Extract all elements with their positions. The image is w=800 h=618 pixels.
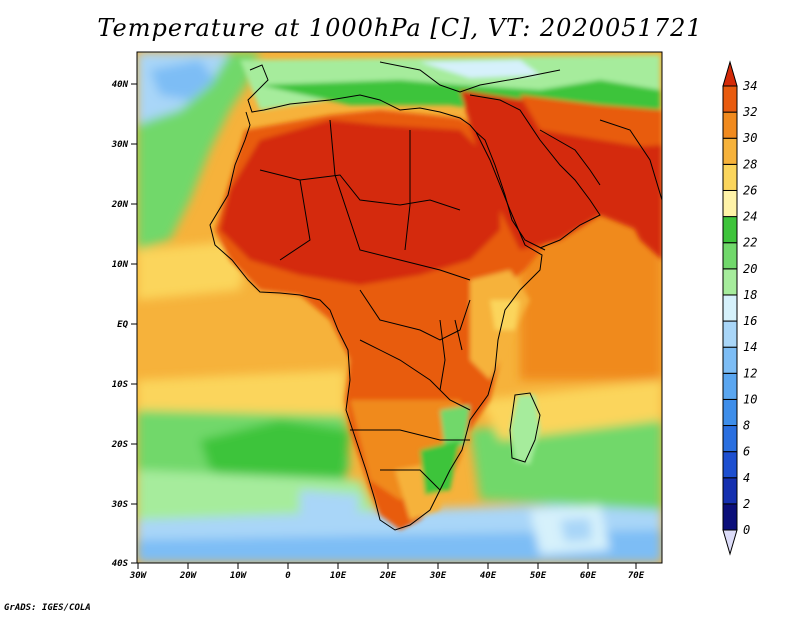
- colorbar-label: 34: [742, 79, 757, 93]
- colorbar-label: 28: [743, 157, 757, 171]
- temperature-field: [137, 52, 662, 563]
- colorbar-label: 4: [743, 471, 750, 485]
- map-frame: [136, 51, 663, 564]
- colorbar-label: 20: [743, 262, 757, 276]
- colorbar-swatch: [722, 372, 738, 400]
- lat-label: 20N: [111, 200, 129, 210]
- colorbar-label: 30: [742, 131, 757, 145]
- lon-label: 10E: [330, 571, 347, 581]
- colorbar-label: 14: [743, 340, 757, 354]
- colorbar-swatch: [722, 163, 738, 191]
- lat-label: 30S: [111, 500, 129, 510]
- colorbar-swatch: [722, 477, 738, 505]
- colorbar-label: 12: [743, 366, 757, 380]
- colorbar-label: 0: [743, 523, 750, 537]
- colorbar-label: 18: [743, 288, 757, 302]
- colorbar-swatch: [722, 425, 738, 453]
- colorbar-swatch: [722, 111, 738, 139]
- lat-label: 30N: [111, 140, 129, 150]
- colorbar-label: 32: [742, 105, 757, 119]
- colorbar-label: 8: [743, 419, 750, 433]
- lat-label: 10N: [112, 260, 129, 270]
- colorbar-label: 6: [743, 445, 750, 459]
- lon-label: 50E: [530, 571, 547, 581]
- lon-label: 30W: [129, 571, 148, 581]
- colorbar-label: 24: [743, 210, 757, 224]
- lon-label: 70E: [628, 571, 645, 581]
- colorbar-swatch: [722, 189, 738, 218]
- lat-label: 40N: [112, 80, 129, 90]
- colorbar-swatch: [722, 398, 738, 427]
- lon-label: 60E: [580, 571, 597, 581]
- lon-label: 40E: [480, 571, 497, 581]
- colorbar-swatch: [722, 137, 738, 165]
- colorbar-label: 26: [743, 183, 757, 197]
- colorbar-label: 16: [743, 314, 757, 328]
- colorbar-label: 22: [743, 236, 757, 250]
- coastline-boundaries: [209, 61, 662, 531]
- lat-label: 20S: [111, 440, 129, 450]
- credit-text: GrADS: IGES/COLA: [4, 603, 91, 613]
- colorbar-high-arrow: [722, 60, 738, 87]
- colorbar-swatch: [722, 503, 738, 531]
- longitude-labels: 30W 20W 10W 0 10E 20E 30E 40E 50E 60E 70E: [129, 563, 645, 581]
- colorbar-label: 10: [743, 392, 757, 406]
- lat-label: 40S: [112, 559, 129, 569]
- colorbar-swatch: [722, 294, 738, 322]
- lon-label: 20W: [179, 571, 198, 581]
- lat-label: 10S: [112, 380, 129, 390]
- lon-label: 0: [285, 571, 291, 581]
- colorbar-low-arrow: [722, 529, 738, 556]
- lat-label: EQ: [117, 320, 128, 330]
- colorbar-swatch: [722, 451, 738, 479]
- colorbar-label: 2: [743, 497, 750, 511]
- lon-label: 30E: [429, 571, 447, 581]
- map-title: Temperature at 1000hPa [C], VT: 20200517…: [97, 14, 703, 42]
- lon-label: 20E: [379, 571, 397, 581]
- colorbar-swatch: [722, 320, 738, 348]
- colorbar-swatch: [722, 242, 738, 270]
- colorbar-swatch: [722, 216, 738, 244]
- colorbar-swatch: [722, 85, 738, 113]
- colorbar-swatch: [722, 346, 738, 374]
- colorbar-swatch: [722, 268, 738, 296]
- lon-label: 10W: [230, 571, 248, 581]
- latitude-labels: 40N 30N 20N 10N EQ 10S 20S 30S 40S: [111, 80, 137, 569]
